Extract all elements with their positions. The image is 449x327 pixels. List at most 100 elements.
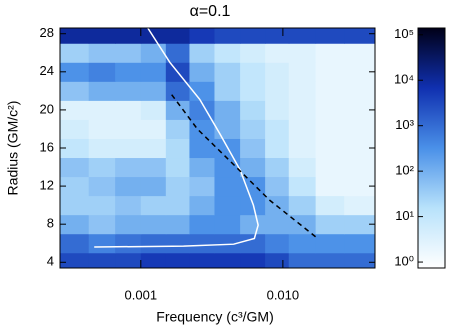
heatmap-cell	[140, 233, 167, 254]
heatmap-cell	[214, 100, 241, 120]
heatmap-cell	[288, 214, 317, 235]
heatmap-cell	[88, 62, 116, 82]
heatmap-cell	[240, 81, 266, 101]
heatmap-cell	[214, 62, 241, 82]
heatmap-cell	[344, 252, 376, 269]
heatmap-cell	[288, 138, 317, 159]
heatmap-cell	[315, 176, 345, 197]
heatmap-cell	[265, 62, 290, 82]
heatmap-cell	[88, 43, 116, 63]
heatmap-cell	[288, 157, 317, 178]
heatmap-cell	[214, 28, 241, 44]
heatmap-cell	[165, 233, 190, 254]
colorbar-tick-label: 10²	[395, 163, 414, 178]
heatmap-cell	[288, 252, 317, 269]
heatmap-cell	[288, 43, 317, 63]
heatmap-cell	[315, 62, 345, 82]
heatmap-cell	[88, 81, 116, 101]
heatmap-cell	[165, 43, 190, 63]
heatmap-cell	[140, 62, 167, 82]
heatmap-cell	[240, 233, 266, 254]
heatmap-cell	[265, 176, 290, 197]
heatmap-cell	[315, 100, 345, 120]
heatmap-cell	[115, 157, 142, 178]
heatmap-cell	[240, 138, 266, 159]
heatmap-cell	[344, 157, 376, 178]
heatmap-cell	[315, 252, 345, 269]
colorbar-tick-label: 10⁰	[394, 253, 414, 268]
heatmap-cell	[214, 81, 241, 101]
heatmap-cell	[140, 157, 167, 178]
x-axis-label: Frequency (c³/GM)	[156, 309, 273, 325]
heatmap-cell	[315, 157, 345, 178]
heatmap-cell	[240, 157, 266, 178]
heatmap-cell	[60, 43, 90, 63]
heatmap-cell	[240, 252, 266, 269]
heatmap-cell	[140, 195, 167, 216]
heatmap-cell	[115, 100, 142, 120]
heatmap-cell	[288, 100, 317, 120]
heatmap-cell	[189, 195, 215, 216]
heatmap-cell	[165, 81, 190, 101]
heatmap-cell	[189, 28, 215, 44]
heatmap-cell	[165, 100, 190, 120]
heatmap-cell	[140, 176, 167, 197]
heatmap-cell	[344, 62, 376, 82]
heatmap-cell	[214, 157, 241, 178]
heatmap-cell	[214, 43, 241, 63]
heatmap-cell	[60, 195, 90, 216]
heatmap-cell	[344, 214, 376, 235]
y-tick-label: 28	[40, 25, 54, 40]
heatmap-cell	[60, 81, 90, 101]
heatmap-cell	[189, 157, 215, 178]
y-tick-label: 12	[40, 178, 54, 193]
heatmap-cell	[140, 214, 167, 235]
heatmap-cell	[60, 100, 90, 120]
colorbar-tick-label: 10³	[395, 117, 414, 132]
heatmap-cell	[240, 62, 266, 82]
x-tick-label: 0.001	[125, 287, 158, 302]
heatmap-cell	[115, 138, 142, 159]
heatmap-cell	[265, 43, 290, 63]
heatmap-cell	[165, 157, 190, 178]
chart-title: α=0.1	[190, 3, 231, 20]
x-tick-label: 0.010	[267, 287, 300, 302]
heatmap-cell	[315, 119, 345, 139]
heatmap-cell	[189, 214, 215, 235]
heatmap-cell	[88, 28, 116, 44]
heatmap-cell	[165, 119, 190, 139]
heatmap-cell	[115, 252, 142, 269]
heatmap-cell	[315, 214, 345, 235]
heatmap-cell	[265, 28, 290, 44]
heatmap-cell	[88, 138, 116, 159]
heatmap-cell	[140, 252, 167, 269]
heatmap-cell	[165, 214, 190, 235]
heatmap-cell	[60, 62, 90, 82]
heatmap-cell	[344, 43, 376, 63]
heatmap-cell	[165, 176, 190, 197]
heatmap-cell	[240, 214, 266, 235]
heatmap-cell	[214, 252, 241, 269]
heatmap-cell	[88, 157, 116, 178]
heatmap-cell	[88, 100, 116, 120]
y-tick-label: 20	[40, 101, 54, 116]
heatmap-cell	[240, 176, 266, 197]
heatmap-cell	[265, 100, 290, 120]
heatmap-cell	[115, 62, 142, 82]
heatmap-cell	[344, 119, 376, 139]
heatmap-cell	[240, 43, 266, 63]
heatmap-cell	[344, 28, 376, 44]
heatmap-cell	[88, 252, 116, 269]
heatmap-cell	[115, 214, 142, 235]
heatmap-cell	[60, 157, 90, 178]
heatmap-cell	[265, 252, 290, 269]
heatmap-cell	[88, 214, 116, 235]
heatmap-cell	[214, 195, 241, 216]
heatmap-cell	[115, 28, 142, 44]
heatmap-cell	[165, 252, 190, 269]
heatmap-cell	[140, 81, 167, 101]
heatmap-cell	[88, 233, 116, 254]
y-axis-label: Radius (GM/c²)	[5, 101, 21, 196]
heatmap-cell	[265, 138, 290, 159]
